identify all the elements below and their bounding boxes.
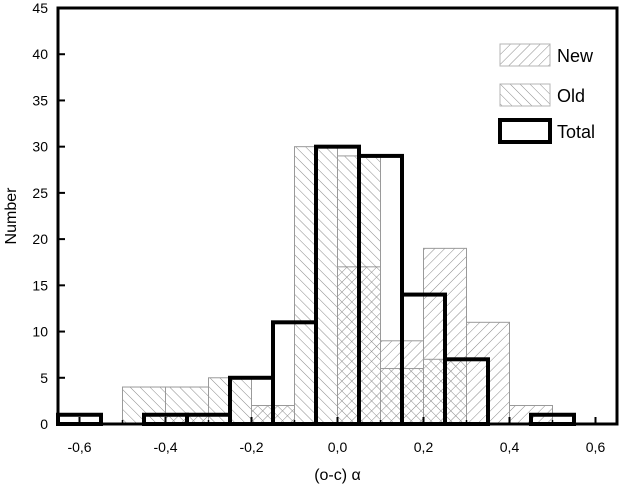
x-tick-label: 0,0: [328, 439, 348, 455]
x-axis-label: (o-c) α: [314, 467, 361, 484]
y-tick-label: 40: [32, 46, 48, 62]
legend-label-old: Old: [557, 86, 585, 106]
legend-swatch-old: [499, 83, 551, 107]
x-tick-label: 0,2: [414, 439, 434, 455]
legend-label-total: Total: [557, 122, 595, 142]
x-tick-label: 0,4: [500, 439, 520, 455]
y-tick-label: 25: [32, 185, 48, 201]
x-tick-label: 0,6: [586, 439, 606, 455]
y-tick-label: 35: [32, 92, 48, 108]
y-tick-label: 0: [40, 416, 48, 432]
series-old-bars: [122, 146, 467, 425]
legend-swatch-new: [499, 43, 551, 67]
x-tick-label: -0,6: [67, 439, 91, 455]
y-tick-label: 10: [32, 324, 48, 340]
legend: New Old Total: [498, 43, 595, 144]
x-tick-label: -0,4: [153, 439, 177, 455]
y-axis: 0 5 10 15 20 25 30 35 40 45: [32, 0, 65, 432]
legend-label-new: New: [557, 46, 594, 66]
y-tick-label: 45: [32, 0, 48, 16]
x-tick-label: -0,2: [239, 439, 263, 455]
y-tick-label: 20: [32, 231, 48, 247]
x-axis: -0,6 -0,4 -0,2 0,0 0,2 0,4 0,6: [67, 417, 605, 455]
y-tick-label: 5: [40, 370, 48, 386]
y-tick-label: 30: [32, 139, 48, 155]
legend-swatch-total: [498, 118, 552, 144]
y-tick-label: 15: [32, 277, 48, 293]
y-axis-label: Number: [3, 187, 20, 245]
